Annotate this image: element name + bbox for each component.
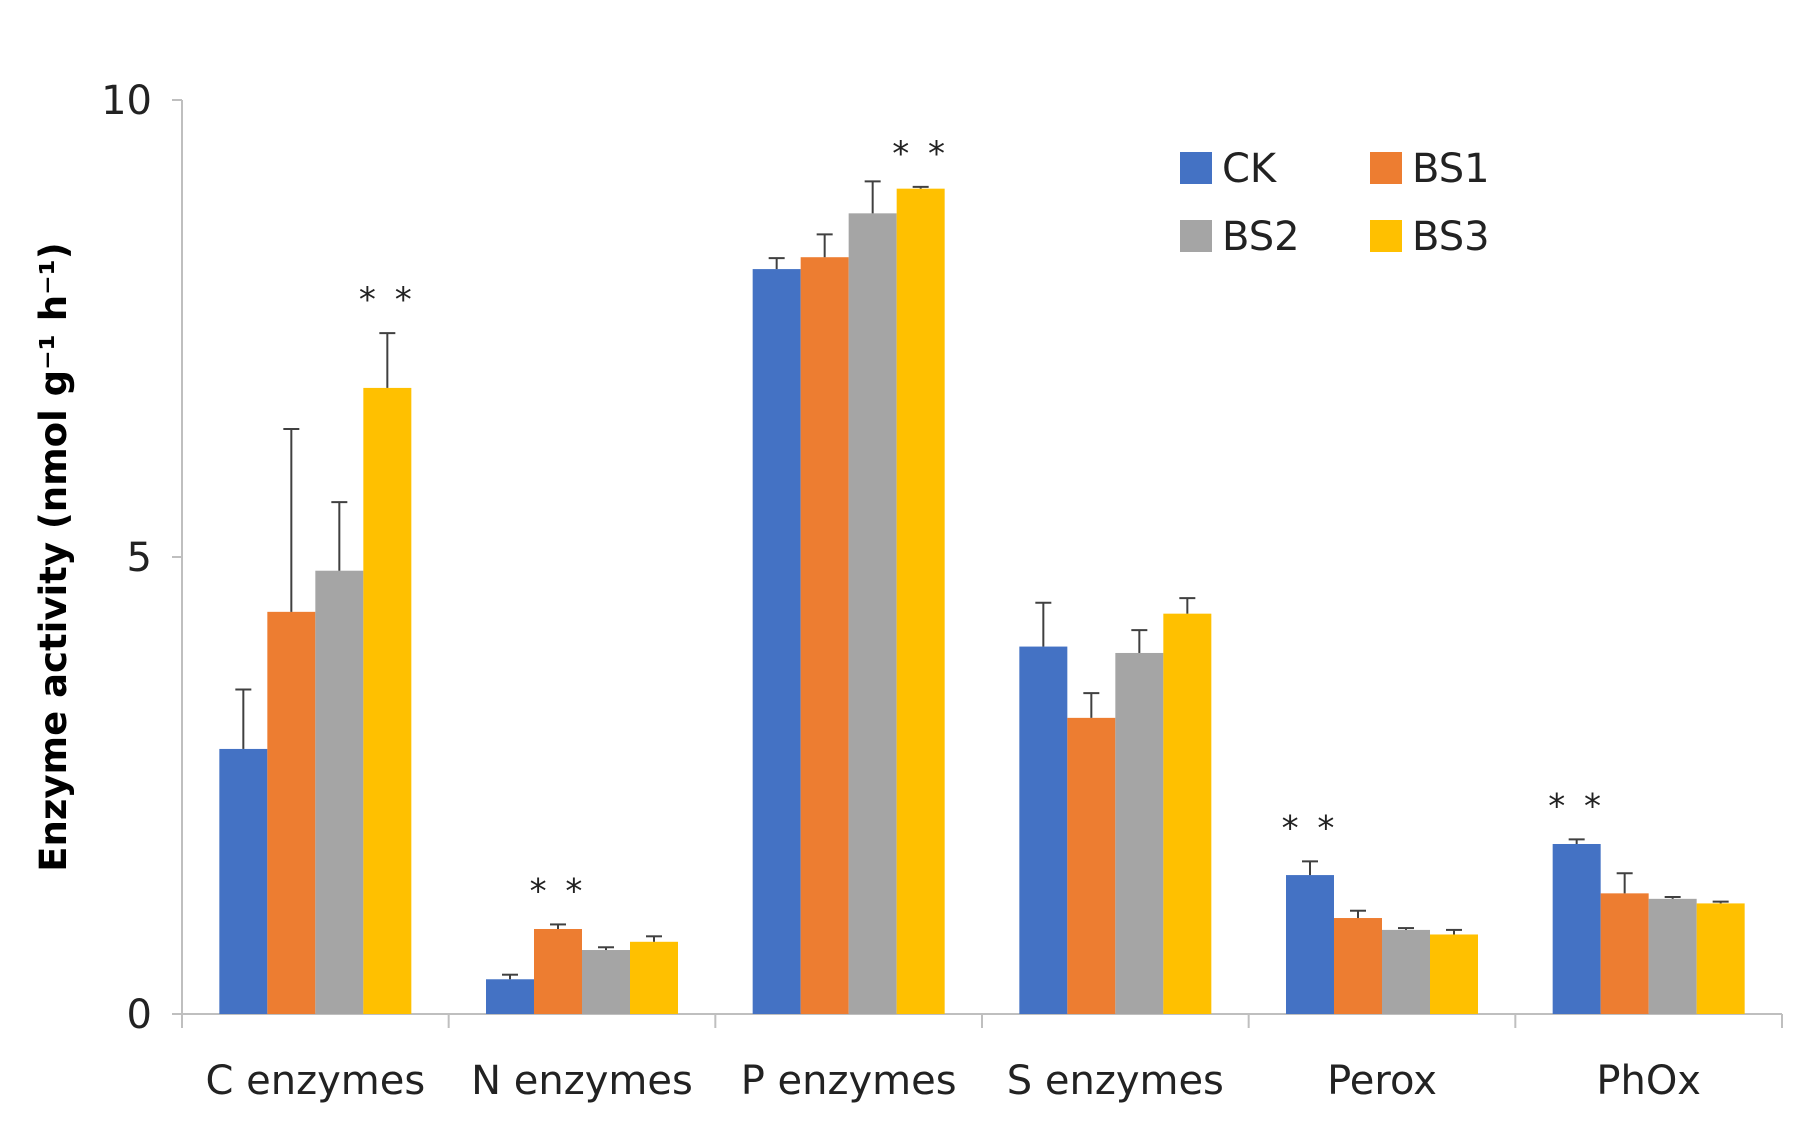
y-ticks: 0 5 10 [101,78,182,1038]
legend-swatch [1370,152,1402,184]
x-tick-label: C enzymes [205,1058,425,1104]
x-tick-label: N enzymes [471,1058,693,1104]
bar [1430,934,1478,1014]
y-tick-label: 10 [101,78,152,124]
axes [181,100,1782,1015]
bar [1067,717,1116,1014]
y-axis-label: Enzyme activity (nmol g⁻¹ h⁻¹) [32,242,75,871]
y-tick-label: 5 [127,535,152,581]
bar [534,928,582,1014]
x-tick-label: P enzymes [741,1058,957,1104]
bar [1600,893,1649,1014]
bar [848,213,897,1014]
bar [800,257,849,1014]
significance-marker: * * [359,280,416,320]
bar [752,269,801,1015]
legend-label: BS3 [1412,214,1490,260]
bar [582,950,630,1014]
x-tick-label: PhOx [1596,1058,1701,1104]
bar [486,979,534,1014]
significance-annotations: * * * * * * * * * * [359,134,1605,912]
bar [219,748,268,1014]
legend-swatch [1180,152,1212,184]
legend-swatch [1370,220,1402,252]
legend-swatch [1180,220,1212,252]
significance-marker: * * [1282,808,1339,848]
legend: CK BS1 BS2 BS3 [1180,146,1490,260]
y-tick-label: 0 [127,992,152,1038]
bar [1163,613,1212,1014]
legend-label: CK [1222,146,1278,192]
bar [896,188,945,1014]
x-tick-label: Perox [1327,1058,1437,1104]
bar [363,387,412,1014]
bar [1286,875,1334,1014]
bar [1019,646,1068,1014]
bars [219,188,1745,1015]
bar [1334,918,1382,1014]
bar [630,941,678,1014]
legend-label: BS2 [1222,214,1300,260]
significance-marker: * * [1548,786,1605,826]
bar [267,611,316,1014]
bar [1115,652,1164,1014]
x-ticks: C enzymes N enzymes P enzymes S enzymes Pero… [181,1014,1783,1104]
bar [315,570,364,1014]
bar [1696,903,1745,1014]
bar [1648,898,1697,1014]
significance-marker: * * [530,871,587,911]
bar [1382,929,1430,1014]
significance-marker: * * [892,134,949,174]
legend-label: BS1 [1412,146,1490,192]
error-bars [235,180,1729,980]
bar [1552,843,1601,1014]
x-tick-label: S enzymes [1007,1058,1224,1104]
